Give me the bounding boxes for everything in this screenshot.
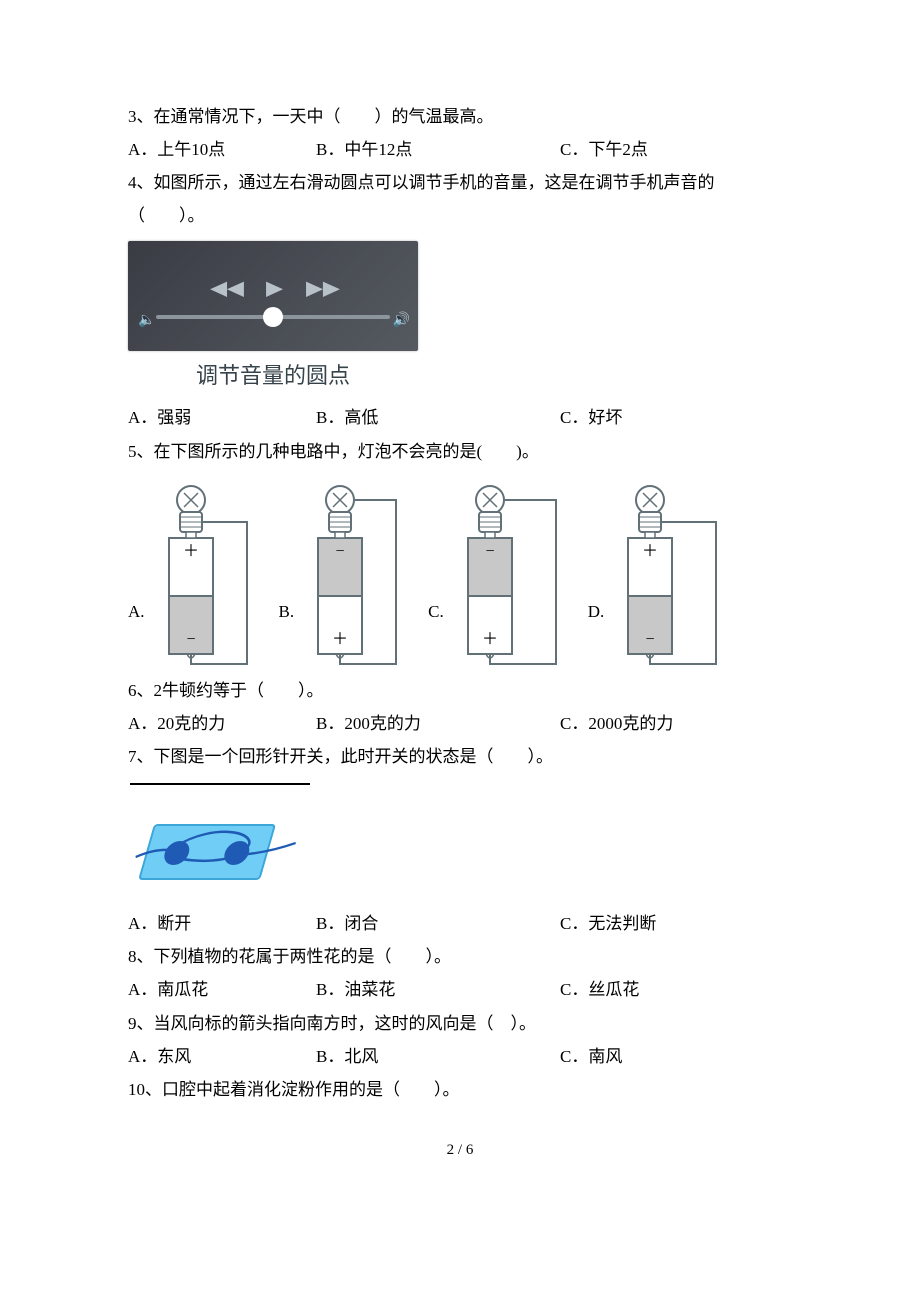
volume-figure: ◀◀ ▶ ▶▶ 🔈 🔊 调节音量的圆点	[128, 241, 792, 398]
q8-opt-a: A．南瓜花	[128, 973, 316, 1006]
q6-stem: 6、2牛顿约等于（ ）。	[128, 674, 792, 707]
paperclip-switch	[130, 807, 300, 897]
q4-opt-a: A．强弱	[128, 401, 316, 434]
svg-text:＋: ＋	[642, 543, 658, 560]
q5-label-b: B.	[279, 595, 295, 628]
speaker-min-icon: 🔈	[138, 307, 155, 334]
svg-text:＋: ＋	[482, 631, 498, 648]
circuit-b-group: B. −＋	[279, 480, 411, 668]
q3-opt-c: C．下午2点	[560, 133, 648, 166]
q9-opt-c: C．南风	[560, 1040, 622, 1073]
q8-stem: 8、下列植物的花属于两性花的是（ ）。	[128, 940, 792, 973]
q9-options: A．东风 B．北风 C．南风	[128, 1040, 792, 1073]
forward-icon: ▶▶	[306, 269, 340, 308]
q4-opt-c: C．好坏	[560, 401, 622, 434]
q8-options: A．南瓜花 B．油菜花 C．丝瓜花	[128, 973, 792, 1006]
svg-text:−: −	[646, 631, 655, 648]
rewind-icon: ◀◀	[210, 269, 244, 308]
q7-opt-b: B．闭合	[316, 907, 560, 940]
circuit-d: ＋−	[610, 480, 730, 668]
circuit-c-group: C. −＋	[428, 480, 570, 668]
q9-stem: 9、当风向标的箭头指向南方时，这时的风向是（ ）。	[128, 1007, 792, 1040]
q3-opt-b: B．中午12点	[316, 133, 560, 166]
switch-figure	[128, 783, 792, 897]
q10-stem: 10、口腔中起着消化淀粉作用的是（ ）。	[128, 1073, 792, 1106]
q8-opt-b: B．油菜花	[316, 973, 560, 1006]
q5-stem: 5、在下图所示的几种电路中，灯泡不会亮的是( )。	[128, 435, 792, 468]
volume-slider-image: ◀◀ ▶ ▶▶ 🔈 🔊	[128, 241, 418, 351]
q5-label-d: D.	[588, 595, 605, 628]
q8-opt-c: C．丝瓜花	[560, 973, 639, 1006]
q6-opt-a: A．20克的力	[128, 707, 316, 740]
q4-stem-1: 4、如图所示，通过左右滑动圆点可以调节手机的音量，这是在调节手机声音的	[128, 166, 792, 199]
svg-text:＋: ＋	[332, 631, 348, 648]
q9-opt-a: A．东风	[128, 1040, 316, 1073]
q7-options: A．断开 B．闭合 C．无法判断	[128, 907, 792, 940]
q7-opt-a: A．断开	[128, 907, 316, 940]
circuit-c: −＋	[450, 480, 570, 668]
q5-circuits: A. ＋− B. −＋ C. −＋ D. ＋−	[128, 480, 792, 668]
q5-label-a: A.	[128, 595, 145, 628]
q9-opt-b: B．北风	[316, 1040, 560, 1073]
q4-options: A．强弱 B．高低 C．好坏	[128, 401, 792, 434]
volume-dot	[263, 307, 283, 327]
svg-text:−: −	[485, 543, 494, 560]
q6-opt-b: B．200克的力	[316, 707, 560, 740]
play-icon: ▶	[266, 269, 283, 308]
circuit-a-group: A. ＋−	[128, 480, 261, 668]
circuit-b: −＋	[300, 480, 410, 668]
q3-options: A．上午10点 B．中午12点 C．下午2点	[128, 133, 792, 166]
q4-stem-2: （ ）。	[128, 199, 792, 232]
q4-opt-b: B．高低	[316, 401, 560, 434]
circuit-d-group: D. ＋−	[588, 480, 731, 668]
q6-options: A．20克的力 B．200克的力 C．2000克的力	[128, 707, 792, 740]
q7-stem: 7、下图是一个回形针开关，此时开关的状态是（ ）。	[128, 740, 792, 773]
q5-label-c: C.	[428, 595, 444, 628]
page-number: 2 / 6	[128, 1136, 792, 1165]
q3-opt-a: A．上午10点	[128, 133, 316, 166]
speaker-max-icon: 🔊	[393, 307, 410, 334]
q6-opt-c: C．2000克的力	[560, 707, 673, 740]
document-page: 3、在通常情况下，一天中（ ）的气温最高。 A．上午10点 B．中午12点 C．…	[0, 0, 920, 1225]
svg-text:−: −	[186, 631, 195, 648]
q7-opt-c: C．无法判断	[560, 907, 656, 940]
q3-stem: 3、在通常情况下，一天中（ ）的气温最高。	[128, 100, 792, 133]
volume-caption: 调节音量的圆点	[128, 355, 418, 398]
circuit-a: ＋−	[151, 480, 261, 668]
svg-text:−: −	[336, 543, 345, 560]
switch-rule-line	[130, 783, 310, 785]
svg-text:＋: ＋	[183, 543, 199, 560]
